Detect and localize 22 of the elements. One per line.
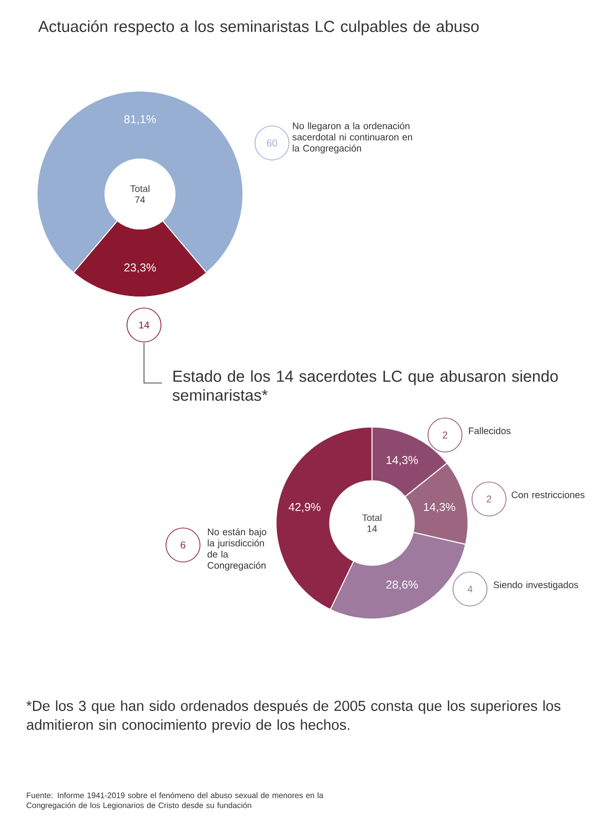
data-label: 81,1% [124, 115, 156, 125]
text: Total 74 [130, 185, 150, 203]
data-label: 28,6% [386, 580, 418, 590]
legend-label: No están bajo la jurisdicción de la Congregación [208, 528, 266, 571]
text: 6 [180, 541, 186, 549]
chart-title: Actuación respecto a los seminaristas LC culpables de abuso [38, 20, 479, 36]
text: 2 [442, 432, 448, 438]
legend-label: No llegaron a la ordenación sacerdotal ni continuaron en la Congregación [292, 122, 412, 154]
text: 60 [266, 139, 278, 147]
legend-label: Con restricciones [512, 491, 584, 498]
chart-title: Estado de los 14 sacerdotes LC que abusaron siendo seminaristas* [172, 370, 558, 401]
data-label: 23,3% [124, 263, 156, 273]
text: Total 14 [362, 514, 382, 532]
text: 14 [139, 322, 150, 328]
text: 2 [486, 496, 492, 502]
legend-label: Fallecidos [468, 427, 510, 434]
text: *De los 3 que han sido ordenados después de 2005 consta que los superiores los admitieron sin conocimiento previo de los hechos. [26, 700, 560, 733]
data-label: 14,3% [386, 456, 418, 466]
legend-label: Siendo investigados [494, 581, 578, 590]
text: 4 [467, 586, 472, 592]
data-label: 14,3% [424, 502, 456, 512]
data-label: 42,9% [288, 502, 320, 512]
